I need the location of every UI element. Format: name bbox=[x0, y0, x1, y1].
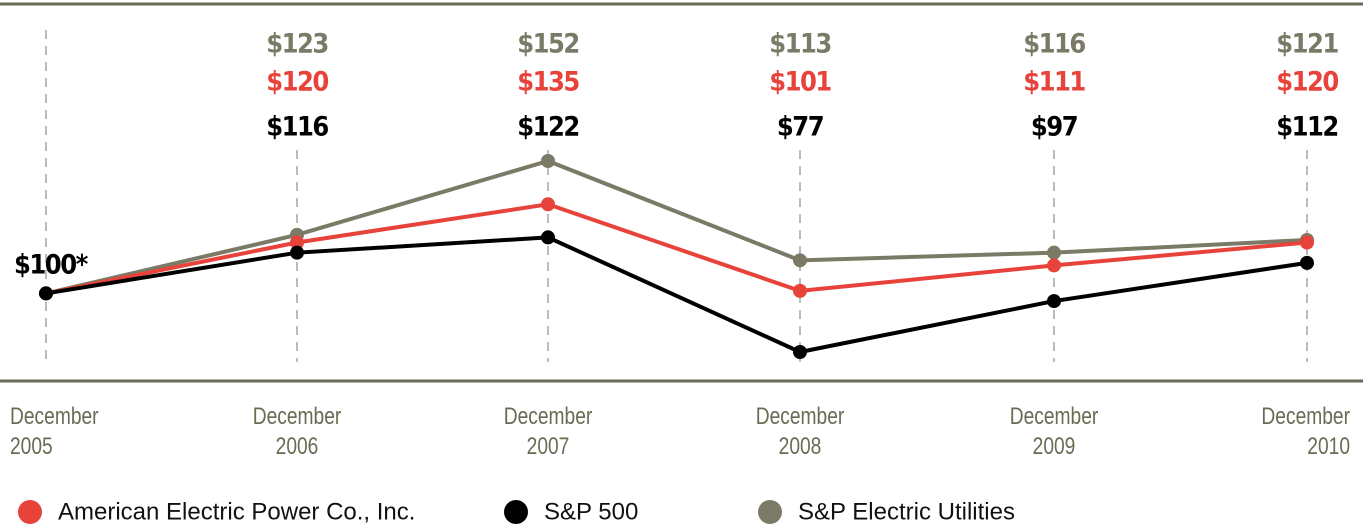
x-tick-label: December 2005 bbox=[10, 403, 99, 460]
data-label: $97 bbox=[1031, 112, 1077, 143]
data-label: $101 bbox=[769, 67, 831, 98]
data-label: $100* bbox=[14, 250, 89, 281]
point bbox=[793, 283, 807, 298]
data-label: $112 bbox=[1276, 112, 1338, 143]
series-line bbox=[45, 235, 1308, 355]
data-label: $116 bbox=[266, 112, 328, 143]
data-label: $120 bbox=[266, 67, 328, 98]
data-label: $135 bbox=[517, 67, 579, 98]
legend-swatch bbox=[758, 500, 782, 524]
point bbox=[541, 230, 555, 245]
point bbox=[793, 253, 807, 268]
point bbox=[1300, 255, 1314, 270]
point bbox=[541, 197, 555, 212]
legend-label: S&P Electric Utilities bbox=[798, 498, 1015, 525]
point bbox=[1047, 258, 1061, 273]
point bbox=[541, 154, 555, 168]
x-tick-label: December 2009 bbox=[1009, 403, 1099, 460]
point bbox=[793, 345, 807, 359]
x-tick-label: December 2008 bbox=[755, 403, 845, 460]
x-tick-label: December 2010 bbox=[1261, 403, 1350, 460]
series-line bbox=[45, 202, 1308, 296]
legend-swatch bbox=[18, 500, 42, 524]
data-label: $116 bbox=[1023, 29, 1085, 60]
data-label: $111 bbox=[1023, 67, 1085, 98]
data-label: $77 bbox=[777, 112, 823, 143]
data-label: $122 bbox=[517, 112, 579, 143]
data-label: $123 bbox=[266, 29, 328, 60]
point bbox=[39, 286, 53, 301]
data-label: $121 bbox=[1276, 29, 1338, 60]
point bbox=[290, 235, 304, 250]
x-tick-label: December 2006 bbox=[252, 403, 342, 460]
data-label: $120 bbox=[1276, 67, 1338, 98]
point bbox=[290, 245, 304, 260]
data-label: $152 bbox=[517, 29, 579, 60]
series-line bbox=[45, 158, 1308, 296]
point bbox=[1047, 294, 1061, 309]
legend-label: S&P 500 bbox=[544, 498, 638, 525]
legend-label: American Electric Power Co., Inc. bbox=[58, 498, 415, 525]
x-tick-label: December 2007 bbox=[503, 403, 593, 460]
point bbox=[1047, 245, 1061, 260]
point bbox=[1300, 235, 1314, 250]
data-label: $113 bbox=[769, 29, 831, 60]
legend-swatch bbox=[504, 500, 528, 524]
